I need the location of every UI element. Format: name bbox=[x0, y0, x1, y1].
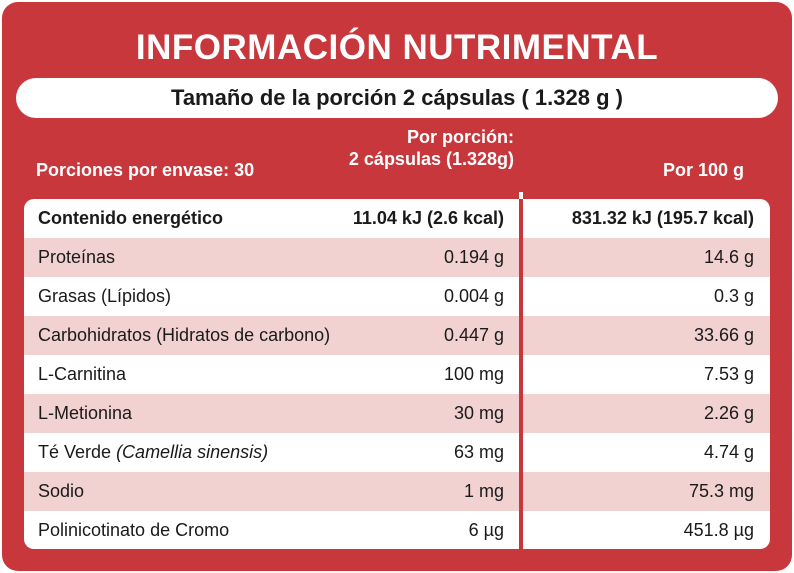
table-row: Carbohidratos (Hidratos de carbono) 0.44… bbox=[24, 316, 770, 355]
nutrient-name: L-Metionina bbox=[38, 403, 133, 423]
per-serving-header-line2: 2 cápsulas (1.328g) bbox=[348, 149, 514, 169]
table-row: L-Carnitina 100 mg 7.53 g bbox=[24, 355, 770, 394]
nutrient-name-scientific: (Camellia sinensis) bbox=[116, 442, 269, 462]
per-serving-header: Por porción: 2 cápsulas (1.328g) bbox=[312, 126, 514, 170]
per-serving-value: 0.004 g bbox=[443, 286, 504, 306]
label-title: INFORMACIÓN NUTRIMENTAL bbox=[135, 28, 659, 67]
per-serving-value: 0.194 g bbox=[443, 247, 504, 267]
nutrient-name: Proteínas bbox=[38, 247, 116, 267]
nutrition-table: Contenido energético 11.04 kJ (2.6 kcal)… bbox=[24, 199, 770, 549]
per-100g-header: Por 100 g bbox=[662, 160, 744, 180]
per-serving-value: 100 mg bbox=[443, 364, 504, 384]
nutrient-name: Sodio bbox=[38, 481, 85, 501]
per-serving-value: 11.04 kJ (2.6 kcal) bbox=[352, 208, 504, 228]
nutrient-name: Carbohidratos (Hidratos de carbono) bbox=[38, 325, 331, 345]
nutrient-name: Grasas (Lípidos) bbox=[38, 286, 172, 306]
per-serving-header-line1: Por porción: bbox=[407, 127, 514, 147]
per-serving-value: 30 mg bbox=[453, 403, 504, 423]
per-100g-value: 451.8 µg bbox=[683, 520, 754, 540]
table-row: Té Verde (Camellia sinensis) 63 mg 4.74 … bbox=[24, 433, 770, 472]
table-row: Grasas (Lípidos) 0.004 g 0.3 g bbox=[24, 277, 770, 316]
nutrient-name: Polinicotinato de Cromo bbox=[38, 520, 230, 540]
per-100g-value: 0.3 g bbox=[713, 286, 754, 306]
per-100g-value: 33.66 g bbox=[693, 325, 754, 345]
table-row: Sodio 1 mg 75.3 mg bbox=[24, 472, 770, 511]
per-100g-value: 2.26 g bbox=[703, 403, 754, 423]
per-serving-value: 63 mg bbox=[453, 442, 504, 462]
header-divider bbox=[519, 192, 523, 200]
table-row: L-Metionina 30 mg 2.26 g bbox=[24, 394, 770, 433]
nutrient-name: Contenido energético bbox=[38, 208, 224, 228]
per-100g-value: 14.6 g bbox=[703, 247, 754, 267]
per-serving-value: 0.447 g bbox=[443, 325, 504, 345]
nutrient-name-main: Té Verde bbox=[38, 442, 112, 462]
nutrient-name: Té Verde (Camellia sinensis) bbox=[38, 433, 268, 472]
table-row: Contenido energético 11.04 kJ (2.6 kcal)… bbox=[24, 199, 770, 238]
per-100g-value: 831.32 kJ (195.7 kcal) bbox=[571, 208, 754, 228]
column-divider bbox=[519, 199, 523, 549]
serving-size: Tamaño de la porción 2 cápsulas ( 1.328 … bbox=[16, 78, 778, 118]
per-100g-value: 7.53 g bbox=[703, 364, 754, 384]
table-row: Polinicotinato de Cromo 6 µg 451.8 µg bbox=[24, 511, 770, 549]
table-row: Proteínas 0.194 g 14.6 g bbox=[24, 238, 770, 277]
per-100g-value: 75.3 mg bbox=[688, 481, 754, 501]
per-serving-value: 1 mg bbox=[463, 481, 504, 501]
nutrient-name: L-Carnitina bbox=[38, 364, 127, 384]
servings-per-container: Porciones por envase: 30 bbox=[36, 160, 255, 180]
per-100g-value: 4.74 g bbox=[703, 442, 754, 462]
per-serving-value: 6 µg bbox=[468, 520, 504, 540]
